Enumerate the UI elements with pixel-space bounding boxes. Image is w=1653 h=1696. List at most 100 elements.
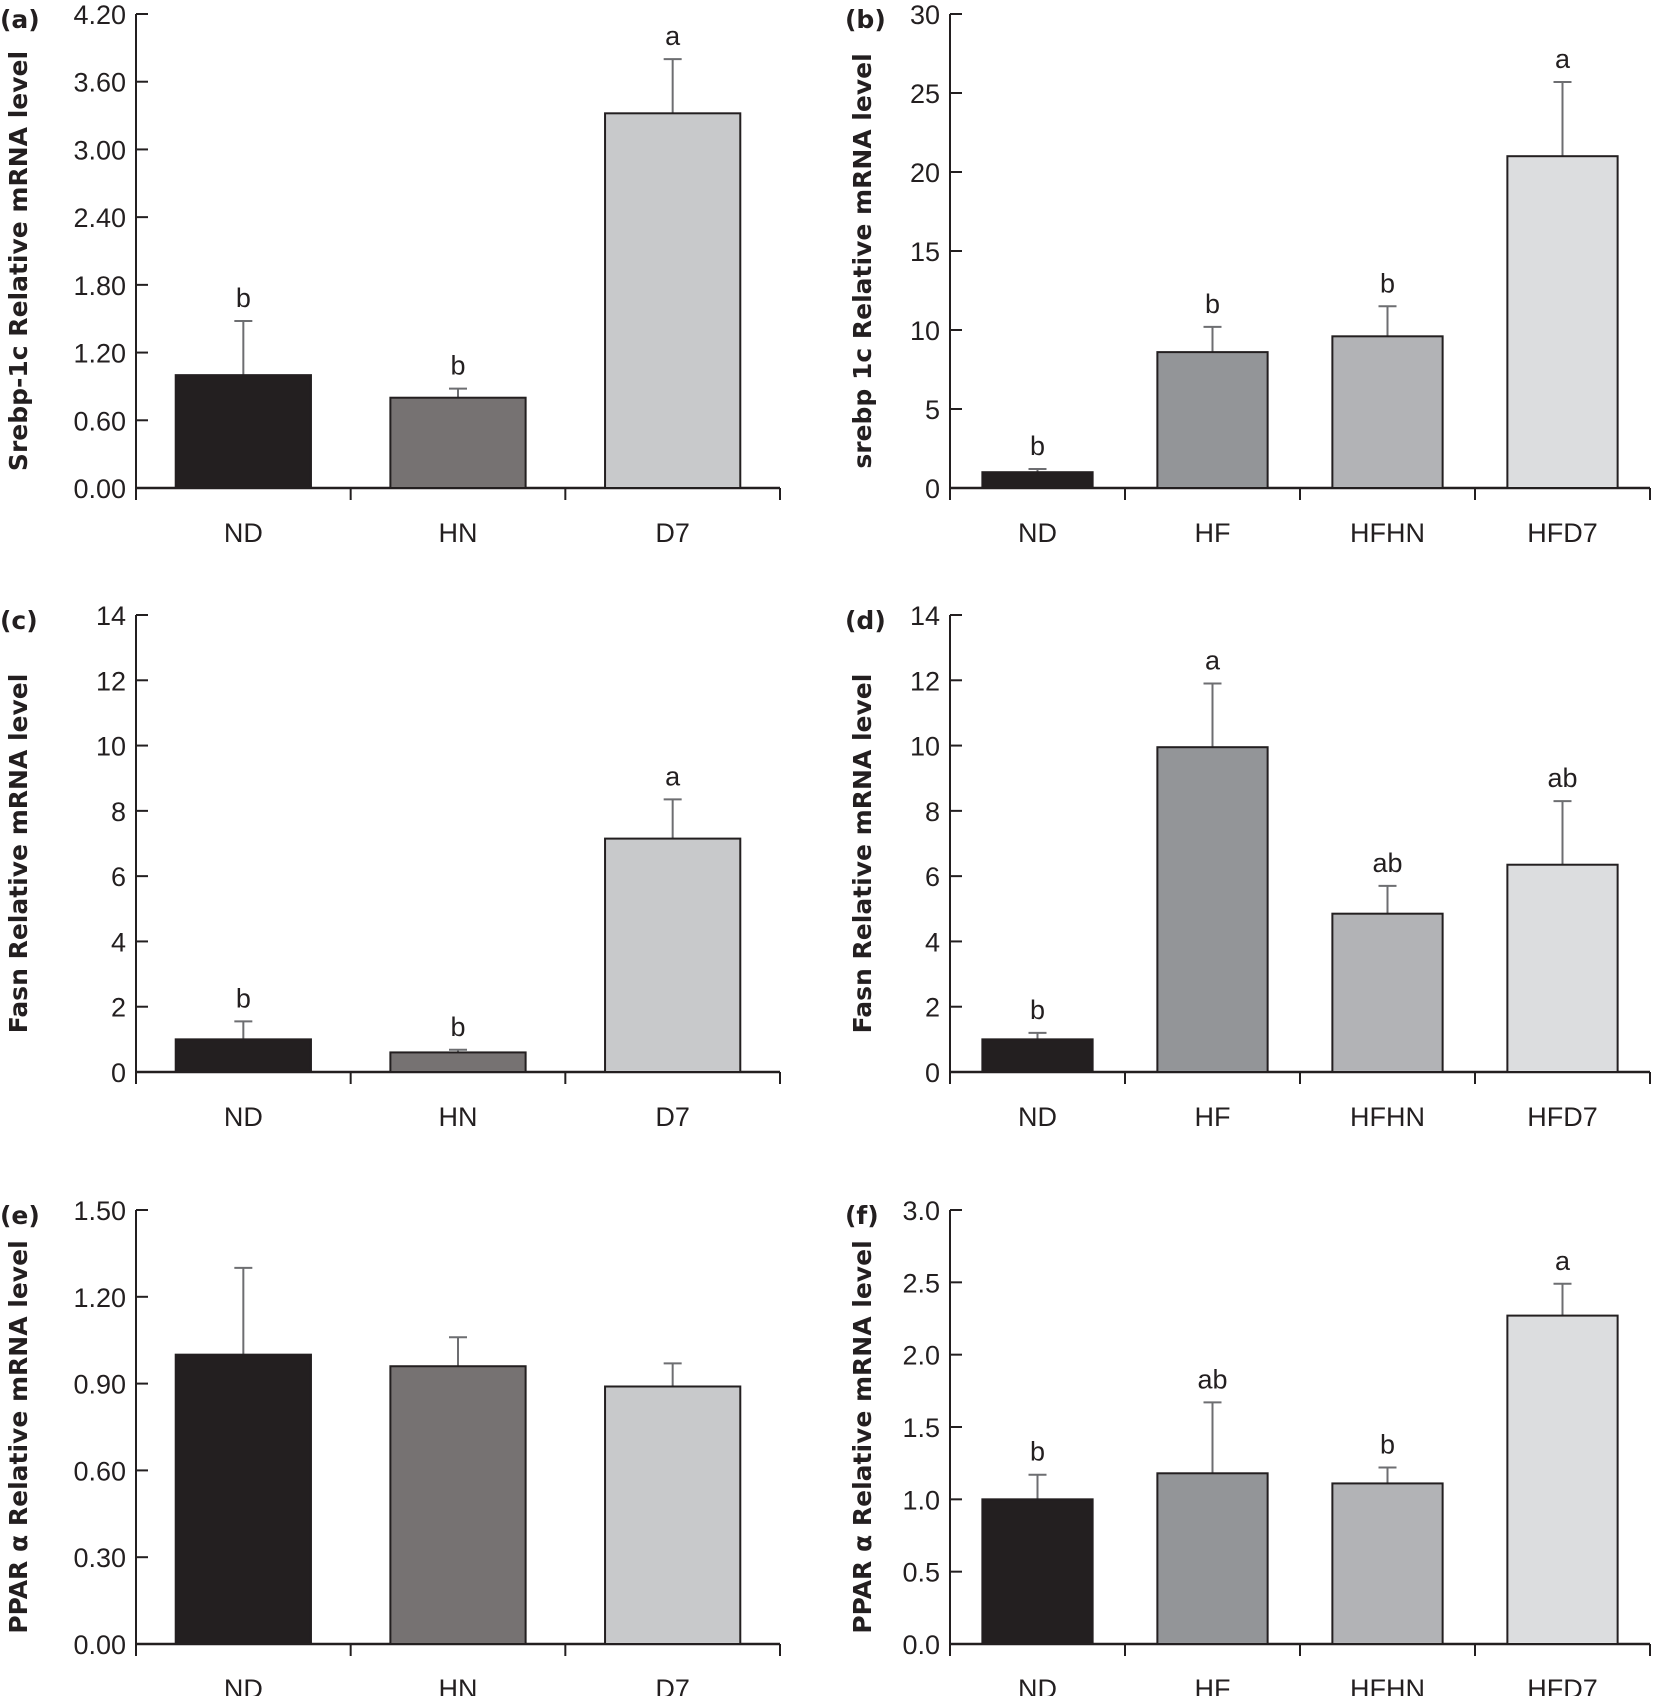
chart-panel-d: (d) Fasn Relative mRNA level 0 2 4 6 8 10 12 14 b N… — [845, 601, 1651, 1132]
bar-hfhn — [1331, 912, 1444, 1073]
y-tick-label: 10 — [910, 316, 940, 346]
y-tick-label: 2 — [925, 993, 940, 1023]
y-axis-title: Srebp-1c Relative mRNA level — [4, 51, 33, 471]
y-tick-label: 14 — [96, 601, 126, 631]
significance-label: b — [236, 983, 251, 1013]
chart-panel-e: (e) PPAR α Relative mRNA level 0.00 0.30 0.6… — [0, 1196, 781, 1696]
significance-label: a — [665, 761, 681, 791]
bar-hfhn — [1331, 1482, 1444, 1646]
y-tick-label: 0.00 — [73, 474, 126, 504]
x-category-label: HFHN — [1350, 518, 1425, 548]
y-tick-label: 3.00 — [73, 135, 126, 165]
y-tick-label: 0.30 — [73, 1543, 126, 1573]
x-category-label: HF — [1195, 1102, 1231, 1132]
chart-panel-b: (b) srebp 1c Relative mRNA level 0 5 10 15 20 2… — [845, 0, 1651, 548]
y-tick-label: 3.60 — [73, 68, 126, 98]
y-tick-label: 2.40 — [73, 203, 126, 233]
y-tick-label: 1.5 — [902, 1413, 940, 1443]
y-tick-label: 12 — [96, 666, 126, 696]
y-tick-label: 1.80 — [73, 271, 126, 301]
y-tick-label: 0.5 — [902, 1558, 940, 1588]
x-category-label: HN — [439, 1674, 478, 1696]
y-tick-label: 4 — [925, 927, 940, 957]
y-tick-label: 1.20 — [73, 1283, 126, 1313]
x-category-label: HFD7 — [1527, 1674, 1598, 1696]
x-category-label: HF — [1195, 1674, 1231, 1696]
y-tick-label: 2 — [111, 993, 126, 1023]
y-tick-label: 2.5 — [902, 1268, 940, 1298]
y-tick-label: 12 — [910, 666, 940, 696]
y-tick-label: 0 — [111, 1058, 126, 1088]
y-tick-label: 0.60 — [73, 406, 126, 436]
y-tick-label: 0 — [925, 1058, 940, 1088]
y-tick-label: 1.50 — [73, 1196, 126, 1226]
panel-letter: (e) — [0, 1201, 40, 1230]
y-axis-title: srebp 1c Relative mRNA level — [848, 53, 877, 468]
y-tick-label: 25 — [910, 79, 940, 109]
bar-nd — [981, 1498, 1094, 1646]
significance-label: b — [1205, 289, 1220, 319]
y-tick-label: 1.0 — [902, 1485, 940, 1515]
y-tick-label: 20 — [910, 158, 940, 188]
x-category-label: HFD7 — [1527, 518, 1598, 548]
significance-label: b — [450, 1012, 465, 1042]
y-tick-label: 0.0 — [902, 1630, 940, 1660]
x-category-label: HN — [439, 1102, 478, 1132]
y-tick-label: 6 — [111, 862, 126, 892]
bar-nd — [174, 374, 312, 489]
panel-letter: (d) — [845, 606, 886, 635]
bar-hf — [1156, 351, 1269, 489]
significance-label: a — [1205, 646, 1221, 676]
bar-hfd7 — [1506, 155, 1619, 489]
bar-nd — [174, 1038, 312, 1074]
significance-label: b — [1030, 1437, 1045, 1467]
y-tick-label: 0 — [925, 474, 940, 504]
chart-panel-f: (f) PPAR α Relative mRNA level 0.0 0.5 1.0 1.… — [845, 1196, 1651, 1696]
x-category-label: ND — [1018, 1102, 1057, 1132]
bar-hfd7 — [1506, 1314, 1619, 1646]
y-tick-label: 8 — [925, 797, 940, 827]
x-category-label: D7 — [655, 1102, 690, 1132]
x-category-label: HF — [1195, 518, 1231, 548]
y-tick-label: 30 — [910, 0, 940, 30]
y-tick-label: 4.20 — [73, 0, 126, 30]
y-axis-title: Fasn Relative mRNA level — [4, 674, 33, 1034]
significance-label: b — [1380, 1430, 1395, 1460]
x-category-label: ND — [224, 1674, 263, 1696]
y-axis-title: Fasn Relative mRNA level — [848, 674, 877, 1034]
significance-label: b — [1380, 268, 1395, 298]
chart-panel-a: (a) Srebp-1c Relative mRNA level 0.00 0.60 1… — [0, 0, 781, 548]
significance-label: ab — [1372, 848, 1402, 878]
x-category-label: HN — [439, 518, 478, 548]
significance-label: a — [1555, 44, 1571, 74]
chart-panel-c: (c) Fasn Relative mRNA level 0 2 4 6 8 10 12 14 b N… — [0, 601, 781, 1132]
y-tick-label: 10 — [96, 732, 126, 762]
y-tick-label: 4 — [111, 927, 126, 957]
bar-d7 — [604, 1385, 742, 1645]
x-category-label: ND — [224, 1102, 263, 1132]
bar-nd — [981, 1038, 1094, 1074]
x-category-label: ND — [1018, 518, 1057, 548]
y-tick-label: 0.90 — [73, 1370, 126, 1400]
bar-hf — [1156, 746, 1269, 1073]
significance-label: ab — [1547, 763, 1577, 793]
y-tick-label: 1.20 — [73, 339, 126, 369]
x-category-label: D7 — [655, 518, 690, 548]
bar-hn — [389, 1051, 527, 1074]
y-axis-title: PPAR α Relative mRNA level — [848, 1240, 877, 1633]
x-category-label: ND — [1018, 1674, 1057, 1696]
bar-hfd7 — [1506, 863, 1619, 1073]
y-tick-label: 6 — [925, 862, 940, 892]
significance-label: a — [665, 21, 681, 51]
y-tick-label: 10 — [910, 732, 940, 762]
significance-label: a — [1555, 1246, 1571, 1276]
y-tick-label: 0.00 — [73, 1630, 126, 1660]
significance-label: b — [1030, 995, 1045, 1025]
bar-d7 — [604, 112, 742, 489]
panel-letter: (f) — [845, 1201, 879, 1230]
bar-hfhn — [1331, 335, 1444, 489]
y-tick-label: 3.0 — [902, 1196, 940, 1226]
panel-letter: (b) — [845, 5, 886, 34]
x-category-label: HFD7 — [1527, 1102, 1598, 1132]
